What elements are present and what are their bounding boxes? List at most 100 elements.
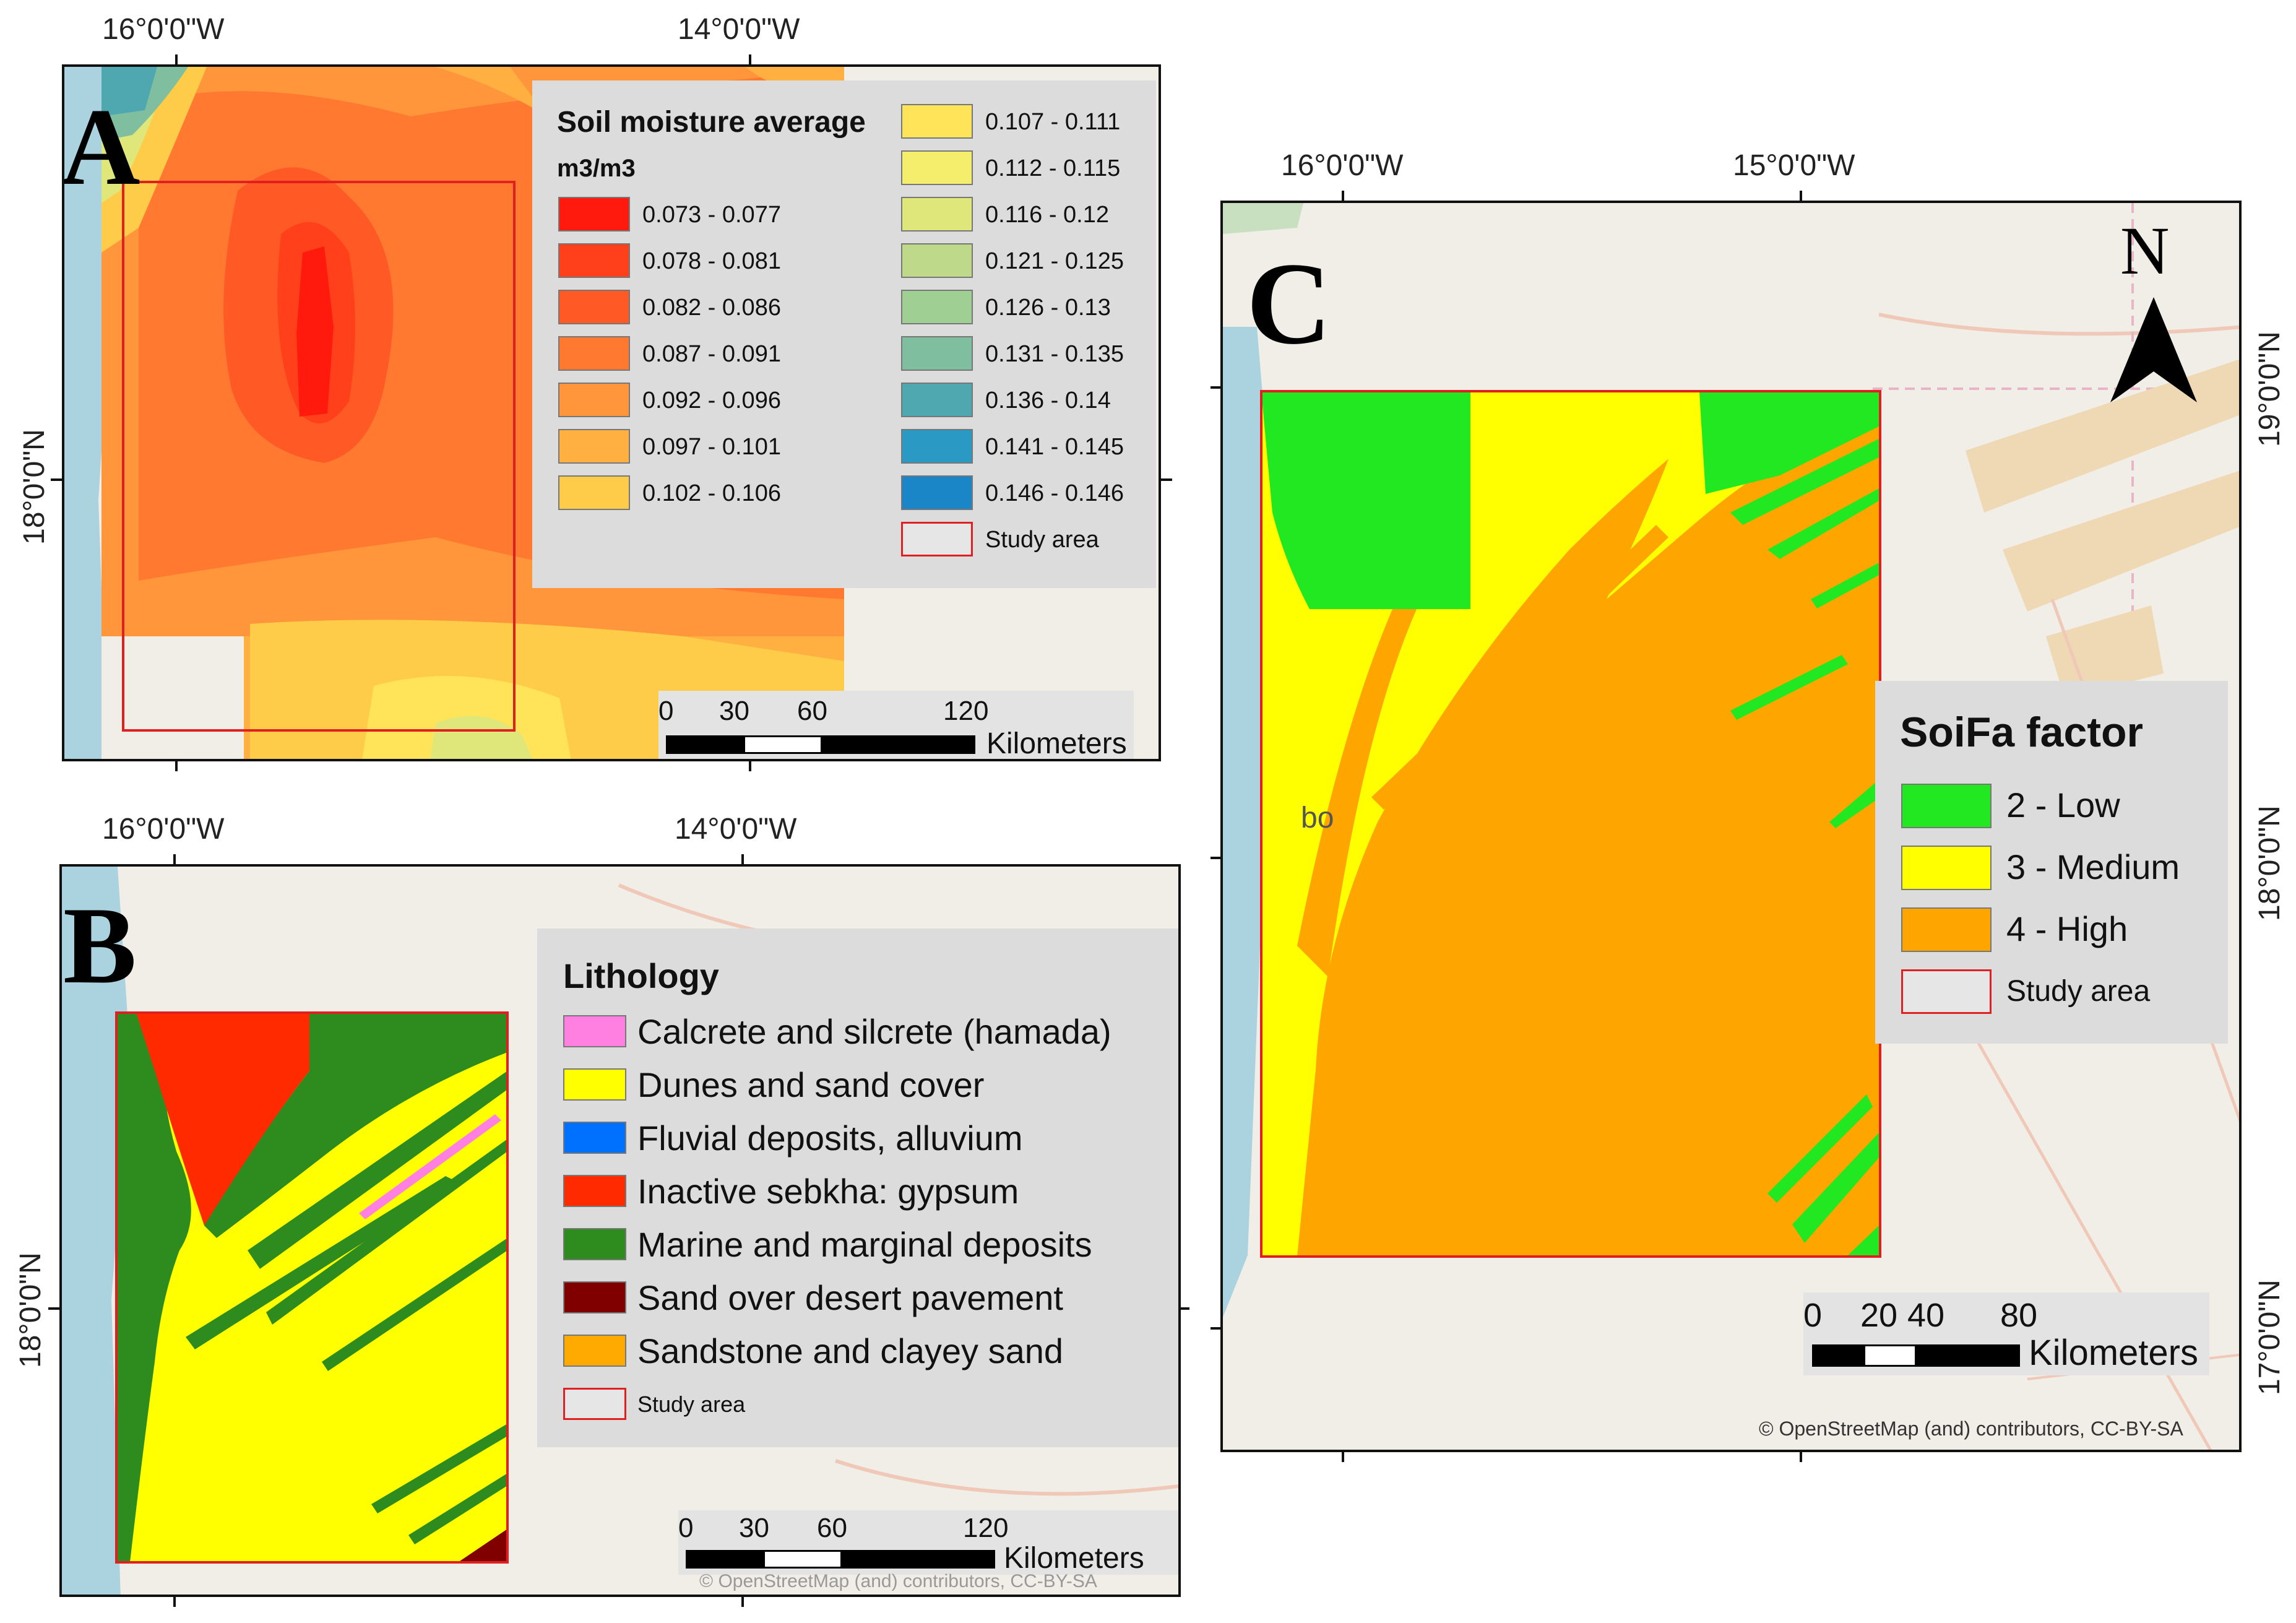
- panel-a-tick: [175, 760, 178, 771]
- legend-swatch: [563, 1015, 626, 1047]
- scale-segment: [821, 735, 975, 754]
- panel-c-tick: [1211, 386, 1222, 389]
- legend-label: 0.087 - 0.091: [642, 341, 781, 367]
- scale-number: 120: [963, 1513, 1009, 1543]
- scale-number: 40: [1907, 1297, 1945, 1334]
- panel-c-lat-label-3: 17°0'0"N: [2253, 1279, 2286, 1395]
- legend-label: 4 - High: [2006, 909, 2128, 948]
- scale-segment: [763, 1550, 842, 1569]
- panel-a-tick: [749, 54, 751, 66]
- legend-label: Sand over desert pavement: [637, 1278, 1063, 1317]
- legend-swatch: [901, 475, 973, 510]
- study-area-outline: [122, 181, 516, 732]
- study-area-swatch: [901, 522, 973, 556]
- scale-unit: Kilometers: [986, 727, 1127, 760]
- panel-b-lon-label-2: 14°0'0"W: [675, 813, 797, 846]
- attribution: © OpenStreetMap (and) contributors, CC-B…: [699, 1571, 1097, 1591]
- legend-swatch: [558, 290, 630, 324]
- panel-a-tick: [175, 54, 178, 66]
- panel-b-lat-label: 18°0'0"N: [14, 1252, 47, 1368]
- scale-segment: [1863, 1344, 1917, 1367]
- scale-number: 80: [2000, 1297, 2038, 1334]
- study-area-label: Study area: [637, 1391, 746, 1417]
- legend-label: 0.146 - 0.146: [985, 480, 1124, 506]
- panel-b-map: B Lithology Calcrete and silcrete (hamad…: [59, 864, 1181, 1597]
- scale-segment: [1812, 1344, 1865, 1367]
- panel-c-tick: [1211, 1327, 1222, 1330]
- panel-c-tick: [1342, 191, 1344, 202]
- panel-c-tick: [1800, 191, 1802, 202]
- legend-label: 0.097 - 0.101: [642, 434, 781, 460]
- legend-swatch: [558, 383, 630, 417]
- scale-number: 120: [943, 696, 989, 726]
- legend-label: Calcrete and silcrete (hamada): [637, 1012, 1111, 1051]
- legend-label: 0.116 - 0.12: [985, 202, 1110, 228]
- scale-number: 60: [817, 1513, 847, 1543]
- panel-c-tick: [1211, 857, 1222, 859]
- scale-number: 0: [1803, 1297, 1823, 1334]
- scale-number: 0: [658, 696, 674, 726]
- north-arrow-icon: [2110, 297, 2197, 402]
- legend-label: Inactive sebkha: gypsum: [637, 1172, 1019, 1211]
- panel-a-tick: [51, 478, 62, 481]
- legend-swatch: [1901, 784, 1992, 828]
- legend-label: 0.078 - 0.081: [642, 248, 781, 274]
- north-arrow: N: [2086, 217, 2222, 402]
- scale-segment: [840, 1550, 995, 1569]
- soifa-factor-map: [1223, 203, 2239, 1450]
- panel-a-tick: [1161, 478, 1172, 481]
- legend-swatch: [901, 104, 973, 139]
- legend-title: Lithology: [563, 956, 719, 995]
- panel-c-lon-label-1: 16°0'0"W: [1281, 149, 1404, 182]
- panel-c-map: bo C N SoiFa factor 2 - Low 3 - Medium 4…: [1220, 201, 2242, 1452]
- legend-label: 0.082 - 0.086: [642, 295, 781, 321]
- panel-a-letter: A: [62, 85, 140, 208]
- panel-b-tick: [173, 854, 176, 865]
- panel-a-map: A Soil moisture average m3/m3 0.073 - 0.…: [62, 64, 1161, 761]
- legend-label: 0.107 - 0.111: [985, 109, 1121, 135]
- legend-swatch: [558, 197, 630, 232]
- scale-number: 20: [1860, 1297, 1898, 1334]
- legend-swatch: [563, 1068, 626, 1101]
- scale-number: 30: [739, 1513, 769, 1543]
- panel-b-legend: Lithology Calcrete and silcrete (hamada)…: [537, 928, 1178, 1447]
- panel-a-lon-label-2: 14°0'0"W: [678, 13, 800, 46]
- legend-swatch: [901, 243, 973, 278]
- legend-swatch: [563, 1175, 626, 1207]
- scale-segment: [743, 735, 822, 754]
- legend-swatch: [901, 197, 973, 232]
- legend-unit: m3/m3: [557, 155, 636, 182]
- panel-a-lon-label-1: 16°0'0"W: [102, 13, 225, 46]
- legend-swatch: [1901, 846, 1992, 890]
- legend-label: 0.141 - 0.145: [985, 434, 1124, 460]
- place-label: bo: [1301, 802, 1334, 834]
- panel-c-scale-bar: 0 20 40 80 Kilometers: [1803, 1292, 2209, 1375]
- panel-b-letter: B: [63, 884, 137, 1006]
- legend-label: Dunes and sand cover: [637, 1065, 985, 1104]
- legend-swatch: [901, 429, 973, 464]
- legend-swatch: [901, 336, 973, 371]
- legend-label: 0.121 - 0.125: [985, 248, 1124, 274]
- panel-c-tick: [1800, 1451, 1802, 1462]
- legend-swatch: [558, 429, 630, 464]
- legend-label: 0.126 - 0.13: [985, 295, 1111, 321]
- scale-segment: [666, 735, 745, 754]
- legend-label: 0.131 - 0.135: [985, 341, 1124, 367]
- panel-c-lon-label-2: 15°0'0"W: [1733, 149, 1855, 182]
- legend-swatch: [563, 1228, 626, 1260]
- study-area-label: Study area: [985, 527, 1099, 553]
- panel-b-tick: [48, 1307, 59, 1310]
- panel-b-tick: [741, 854, 744, 865]
- legend-label: Fluvial deposits, alluvium: [637, 1119, 1023, 1158]
- panel-b-tick: [741, 1596, 744, 1607]
- scale-number: 0: [678, 1513, 694, 1543]
- legend-swatch: [563, 1122, 626, 1154]
- scale-segment: [1915, 1344, 2020, 1367]
- legend-swatch: [563, 1335, 626, 1367]
- study-area-swatch: [1901, 969, 1992, 1014]
- scale-number: 30: [719, 696, 749, 726]
- legend-label: Marine and marginal deposits: [637, 1225, 1092, 1264]
- study-area-swatch: [563, 1388, 626, 1420]
- panel-a-legend: Soil moisture average m3/m3 0.073 - 0.07…: [532, 80, 1156, 588]
- panel-c-legend: SoiFa factor 2 - Low 3 - Medium 4 - High…: [1875, 681, 2228, 1044]
